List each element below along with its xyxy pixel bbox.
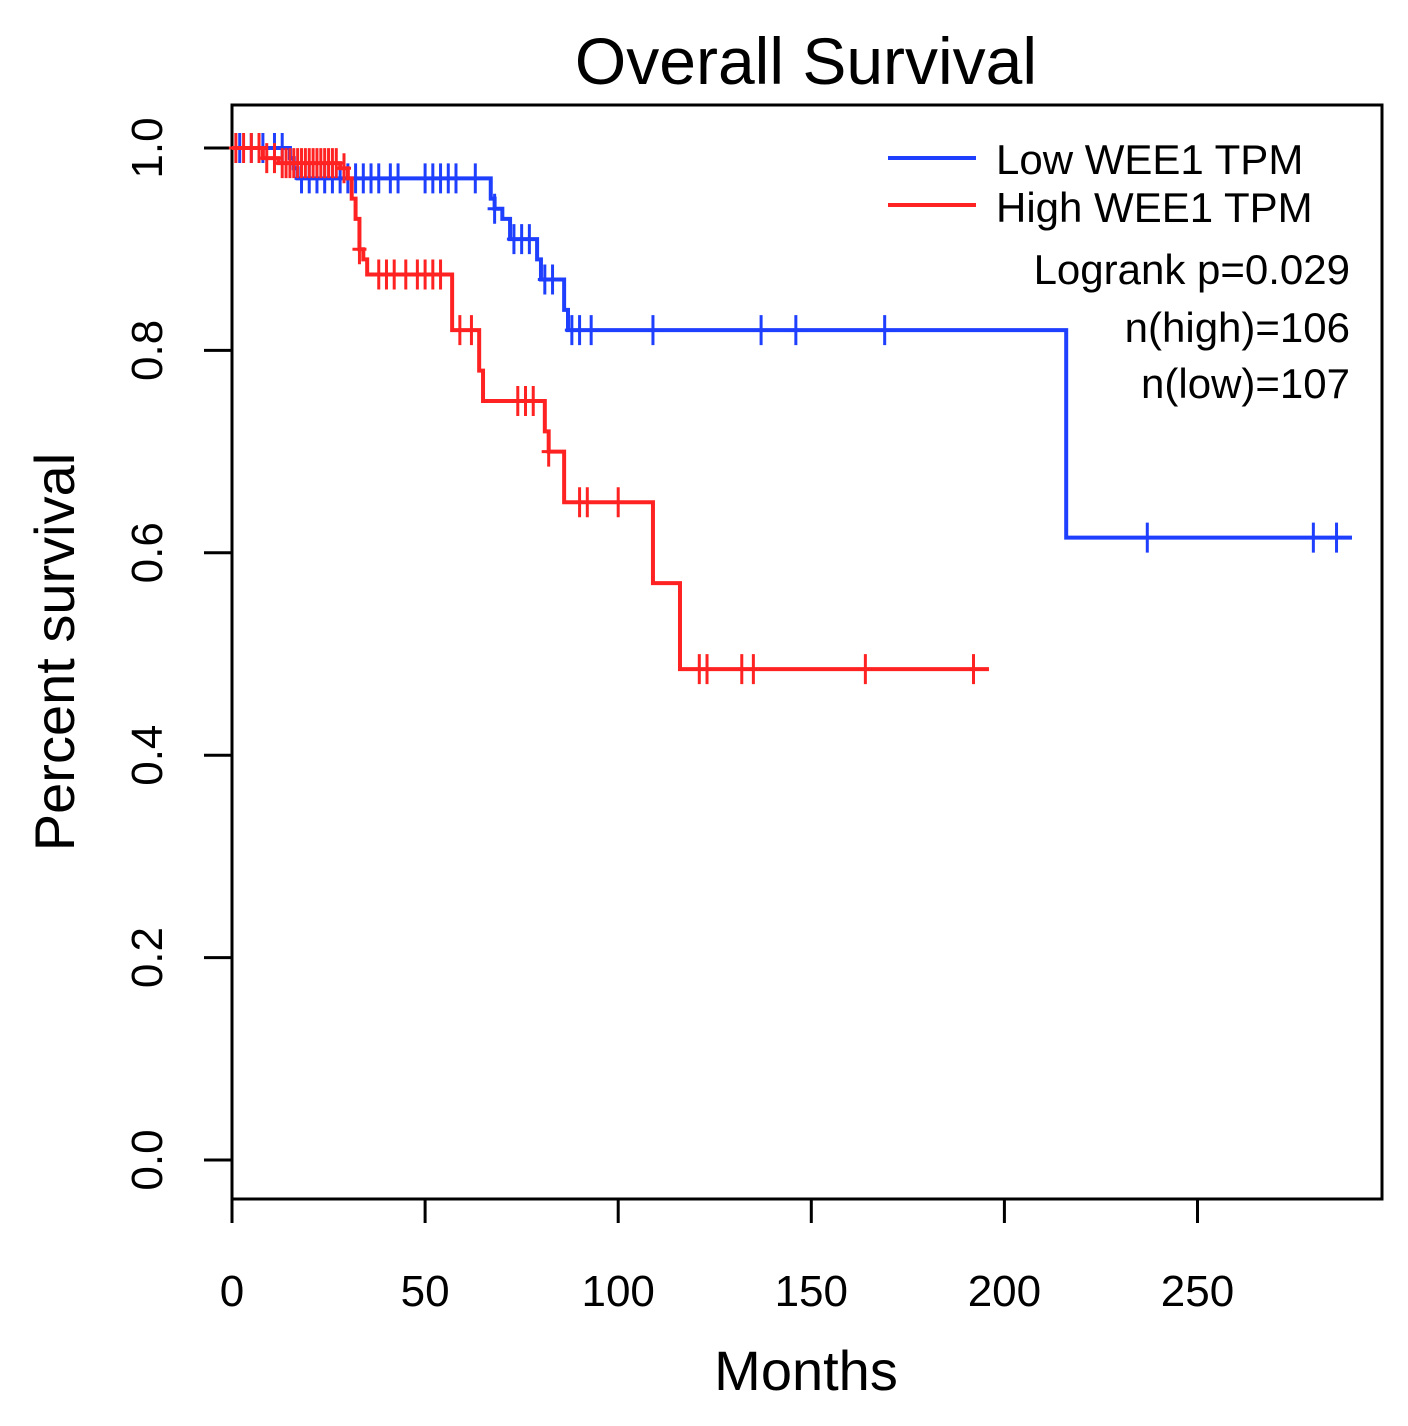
n-high-annotation: n(high)=106 — [1125, 304, 1350, 351]
series-1 — [228, 133, 989, 685]
legend-label-high: High WEE1 TPM — [996, 184, 1313, 231]
censor-mark — [1329, 522, 1344, 553]
censor-mark — [545, 264, 560, 295]
x-axis-label: Months — [714, 1339, 898, 1402]
censor-mark — [541, 436, 556, 467]
y-axis: 0.0 0.2 0.4 0.6 0.8 1.0 — [123, 117, 232, 1191]
plot-frame — [230, 103, 1384, 1201]
y-tick-label-4: 0.8 — [123, 320, 172, 381]
y-tick-label-3: 0.6 — [123, 522, 172, 583]
x-axis: 0 50 100 150 200 250 — [220, 1199, 1234, 1316]
censor-mark — [700, 654, 715, 685]
censor-mark — [858, 654, 873, 685]
legend-label-low: Low WEE1 TPM — [996, 136, 1303, 183]
y-tick-label-1: 0.2 — [123, 927, 172, 988]
censor-mark — [645, 315, 660, 346]
y-axis-label: Percent survival — [23, 453, 86, 851]
x-tick-label-3: 150 — [775, 1267, 848, 1316]
censor-mark — [433, 259, 448, 290]
censor-mark — [580, 487, 595, 518]
censor-mark — [336, 153, 351, 184]
n-low-annotation: n(low)=107 — [1141, 360, 1350, 407]
y-tick-label-5: 1.0 — [123, 117, 172, 178]
censor-mark — [788, 315, 803, 346]
censor-mark — [611, 487, 626, 518]
logrank-annotation: Logrank p=0.029 — [1034, 246, 1350, 293]
censor-mark — [487, 193, 502, 224]
censor-mark — [754, 315, 769, 346]
x-tick-label-5: 250 — [1161, 1267, 1234, 1316]
censor-mark — [448, 163, 463, 194]
censor-mark — [468, 163, 483, 194]
censor-mark — [391, 163, 406, 194]
censor-mark — [584, 315, 599, 346]
censor-mark — [464, 315, 479, 346]
censor-mark — [966, 654, 981, 685]
censor-mark — [1306, 522, 1321, 553]
censor-mark — [746, 654, 761, 685]
y-tick-label-0: 0.0 — [123, 1129, 172, 1190]
censor-mark — [252, 133, 267, 163]
censor-mark — [877, 315, 892, 346]
censor-mark — [352, 234, 367, 265]
censor-mark — [1140, 522, 1155, 553]
y-tick-label-2: 0.4 — [123, 725, 172, 786]
series-layer — [228, 133, 1352, 685]
censor-mark — [526, 386, 541, 416]
x-tick-label-0: 0 — [220, 1267, 244, 1316]
censor-mark — [267, 143, 282, 174]
x-tick-label-4: 200 — [968, 1267, 1041, 1316]
censor-mark — [329, 148, 344, 179]
censor-mark — [522, 224, 537, 255]
x-tick-label-2: 100 — [581, 1267, 654, 1316]
legend: Low WEE1 TPM High WEE1 TPM Logrank p=0.0… — [888, 136, 1350, 407]
chart-title: Overall Survival — [575, 24, 1037, 98]
x-tick-label-1: 50 — [401, 1267, 450, 1316]
